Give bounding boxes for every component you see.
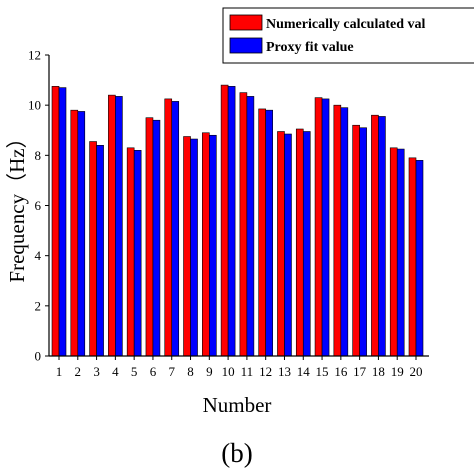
x-tick-label-19: 19: [391, 364, 404, 379]
x-tick-label-10: 10: [222, 364, 235, 379]
x-tick-label-5: 5: [131, 364, 138, 379]
bar-series-1-11: [239, 92, 248, 357]
bar-series-2-19: [396, 148, 405, 357]
bar-series-2-10: [227, 86, 236, 357]
x-tick-label-2: 2: [75, 364, 82, 379]
y-axis-title: Frequency（Hz）: [5, 127, 29, 282]
bar-series-1-10: [220, 84, 229, 357]
y-tick-label-8: 8: [35, 148, 42, 163]
bar-series-2-2: [77, 111, 86, 357]
y-tick-label-0: 0: [35, 349, 42, 364]
legend-box: [222, 7, 474, 64]
bar-series-1-16: [333, 104, 342, 357]
bar-series-1-13: [277, 131, 285, 357]
bar-series-1-3: [89, 141, 97, 357]
bar-series-1-7: [164, 98, 173, 357]
bar-series-2-15: [321, 98, 330, 357]
legend-label-series-2: Proxy fit value: [266, 40, 354, 55]
x-tick-label-7: 7: [168, 364, 175, 379]
bar-series-2-16: [340, 107, 349, 357]
bar-series-2-18: [378, 116, 386, 357]
bar-series-1-9: [202, 132, 210, 357]
x-tick-label-3: 3: [93, 364, 100, 379]
bar-series-1-20: [408, 157, 417, 357]
x-tick-label-20: 20: [410, 364, 423, 379]
bar-series-2-4: [115, 96, 123, 357]
x-tick-label-1: 1: [56, 364, 63, 379]
x-tick-label-13: 13: [278, 364, 291, 379]
x-axis-title: Number: [203, 393, 272, 417]
bar-series-1-19: [389, 147, 398, 357]
legend-label-series-1: Numerically calculated val: [266, 17, 426, 32]
bars-group: [51, 84, 424, 357]
legend-swatch-series-1: [229, 14, 263, 31]
x-tick-label-15: 15: [316, 364, 329, 379]
bar-series-1-5: [126, 147, 135, 357]
bar-series-2-12: [265, 109, 273, 357]
legend: Numerically calculated val Proxy fit val…: [222, 7, 474, 64]
y-tick-label-2: 2: [35, 298, 42, 313]
bar-series-1-2: [70, 109, 79, 357]
bar-series-2-6: [152, 119, 161, 357]
bar-series-1-8: [183, 136, 191, 357]
bar-series-1-12: [258, 108, 266, 357]
bar-series-1-14: [295, 128, 304, 357]
bar-series-2-5: [133, 150, 142, 357]
bar-series-1-4: [108, 94, 116, 357]
y-ticks-group: 0 2 4 6 8 10 12: [28, 48, 49, 364]
x-tick-label-12: 12: [259, 364, 272, 379]
x-tick-label-18: 18: [372, 364, 385, 379]
bar-series-2-13: [284, 133, 292, 357]
bar-series-2-14: [302, 131, 311, 357]
bar-series-1-18: [371, 114, 379, 357]
bar-series-2-8: [190, 138, 198, 357]
bar-series-2-3: [96, 145, 104, 357]
y-tick-label-10: 10: [28, 98, 41, 113]
bar-series-2-7: [171, 101, 180, 357]
y-tick-label-6: 6: [35, 198, 42, 213]
x-tick-label-14: 14: [297, 364, 311, 379]
x-tick-label-16: 16: [334, 364, 348, 379]
legend-swatch-series-2: [229, 37, 263, 54]
bar-series-2-1: [58, 87, 67, 357]
x-tick-label-9: 9: [206, 364, 213, 379]
bar-series-1-6: [145, 117, 154, 357]
y-tick-label-4: 4: [35, 248, 42, 263]
x-tick-label-17: 17: [353, 364, 367, 379]
bar-series-2-20: [415, 160, 424, 357]
bar-series-2-17: [359, 127, 367, 357]
x-ticks-group: 1 2 3 4 5 6 7 8 9 10 11 12 13 14 15 16 17 18 19 20: [56, 356, 423, 379]
y-tick-label-12: 12: [28, 48, 41, 63]
bar-series-2-11: [246, 96, 255, 357]
x-tick-label-4: 4: [112, 364, 119, 379]
bar-series-1-17: [352, 124, 360, 357]
figure-caption: (b): [221, 438, 252, 468]
x-tick-label-11: 11: [241, 364, 254, 379]
bar-series-1-1: [51, 86, 60, 357]
bar-series-1-15: [314, 97, 323, 357]
bar-series-2-9: [209, 134, 217, 357]
x-tick-label-8: 8: [187, 364, 194, 379]
x-tick-label-6: 6: [150, 364, 157, 379]
